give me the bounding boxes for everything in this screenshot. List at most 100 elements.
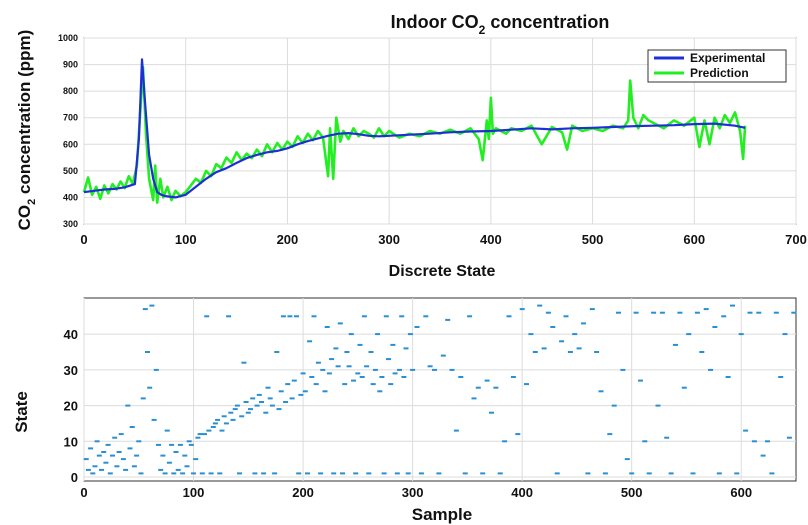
co2-y-tick-label: 600 bbox=[63, 139, 78, 149]
state-point bbox=[515, 433, 521, 436]
state-point bbox=[245, 411, 251, 414]
state-point bbox=[221, 415, 227, 418]
state-point bbox=[668, 472, 674, 475]
state-y-tick-label: 30 bbox=[64, 363, 78, 378]
state-point bbox=[388, 383, 394, 386]
state-point bbox=[169, 443, 175, 446]
state-point bbox=[410, 368, 416, 371]
state-point bbox=[642, 440, 648, 443]
state-point bbox=[153, 368, 159, 371]
co2-series-lines bbox=[82, 58, 747, 204]
state-point bbox=[300, 372, 306, 375]
co2-chart-title: Indoor CO2 concentration bbox=[391, 12, 610, 37]
state-point bbox=[655, 404, 661, 407]
state-point bbox=[228, 411, 234, 414]
state-point bbox=[532, 351, 538, 353]
state-point bbox=[418, 472, 424, 475]
state-point bbox=[364, 365, 370, 368]
state-point bbox=[721, 315, 727, 318]
state-point bbox=[305, 472, 310, 475]
state-point bbox=[191, 472, 196, 475]
state-point bbox=[140, 397, 146, 400]
state-point bbox=[134, 454, 140, 457]
state-point bbox=[177, 443, 183, 446]
state-point bbox=[195, 436, 201, 439]
state-point bbox=[372, 368, 378, 371]
state-point bbox=[243, 401, 249, 403]
state-point bbox=[326, 372, 332, 375]
state-point bbox=[407, 333, 413, 336]
state-point bbox=[162, 472, 168, 475]
state-point bbox=[403, 347, 409, 350]
state-point bbox=[125, 404, 131, 407]
state-point bbox=[559, 340, 565, 343]
state-point bbox=[375, 333, 381, 336]
state-point bbox=[324, 326, 330, 328]
state-point bbox=[274, 351, 280, 353]
state-point bbox=[738, 333, 744, 336]
co2-grid bbox=[83, 37, 797, 225]
state-point bbox=[267, 397, 273, 400]
co2-y-tick-label: 900 bbox=[63, 60, 78, 70]
state-point bbox=[445, 318, 451, 321]
state-point bbox=[769, 472, 775, 475]
state-point bbox=[261, 472, 267, 475]
state-point bbox=[335, 365, 341, 368]
state-x-tick-label: 600 bbox=[730, 485, 752, 500]
state-y-tick-label: 0 bbox=[71, 470, 78, 485]
state-point bbox=[440, 354, 446, 357]
state-point bbox=[528, 333, 534, 336]
state-point bbox=[85, 468, 91, 471]
state-point bbox=[186, 440, 192, 443]
state-point bbox=[506, 315, 512, 318]
state-point bbox=[272, 472, 278, 475]
state-point bbox=[230, 418, 236, 421]
state-y-tick-label: 10 bbox=[64, 434, 78, 449]
state-plot-area bbox=[83, 297, 797, 482]
state-point bbox=[166, 461, 172, 464]
state-point bbox=[337, 322, 343, 325]
co2-legend: Experimental Prediction bbox=[647, 49, 787, 83]
state-point bbox=[311, 315, 317, 318]
state-point bbox=[633, 311, 639, 314]
state-point bbox=[340, 472, 345, 475]
co2-y-tick-label: 300 bbox=[63, 219, 78, 229]
state-point bbox=[778, 376, 784, 378]
state-point bbox=[773, 311, 779, 314]
state-point bbox=[550, 326, 556, 328]
state-point bbox=[462, 472, 468, 475]
state-point bbox=[283, 401, 289, 403]
legend-box bbox=[647, 49, 787, 83]
state-point bbox=[346, 365, 352, 368]
state-point bbox=[212, 422, 218, 425]
state-point bbox=[751, 440, 757, 443]
state-point bbox=[265, 386, 271, 389]
state-point bbox=[184, 465, 190, 468]
legend-label-experimental: Experimental bbox=[690, 51, 765, 65]
state-point bbox=[239, 415, 245, 418]
state-point bbox=[353, 472, 359, 475]
state-point bbox=[99, 468, 104, 471]
state-point bbox=[399, 315, 405, 318]
state-point bbox=[252, 472, 258, 475]
state-point bbox=[423, 315, 429, 318]
state-point bbox=[786, 436, 792, 439]
state-point bbox=[123, 468, 129, 471]
state-point bbox=[147, 386, 153, 389]
state-point bbox=[690, 472, 696, 475]
state-point bbox=[545, 311, 551, 314]
state-point bbox=[219, 429, 225, 432]
state-point bbox=[563, 315, 569, 318]
state-point bbox=[390, 343, 396, 346]
state-point bbox=[383, 315, 389, 318]
state-point bbox=[607, 433, 613, 436]
co2-y-tick-label: 800 bbox=[63, 86, 78, 96]
state-point bbox=[180, 472, 186, 475]
state-point bbox=[572, 333, 578, 336]
state-point bbox=[747, 311, 753, 314]
co2-x-tick-label: 100 bbox=[175, 232, 197, 247]
state-point bbox=[226, 315, 232, 318]
state-point bbox=[160, 454, 166, 457]
state-point bbox=[458, 376, 464, 378]
